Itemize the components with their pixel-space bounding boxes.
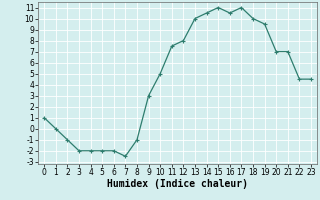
X-axis label: Humidex (Indice chaleur): Humidex (Indice chaleur)	[107, 179, 248, 189]
